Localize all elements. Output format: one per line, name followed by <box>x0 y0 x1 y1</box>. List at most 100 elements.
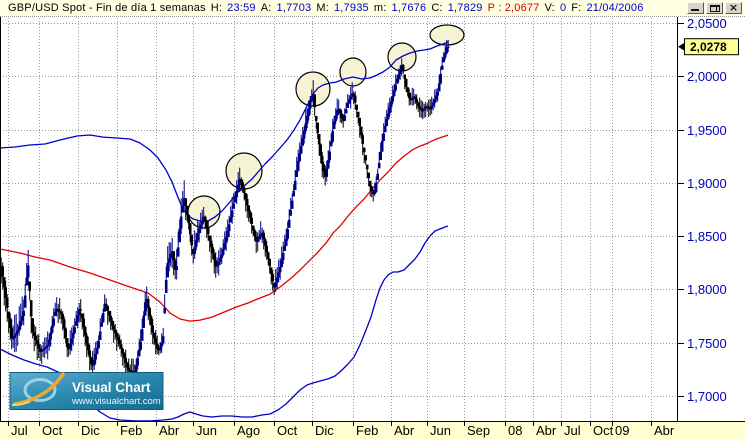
price-bar-body <box>173 260 177 270</box>
price-bar-body <box>227 224 231 232</box>
price-bar-body <box>350 93 354 97</box>
price-bar-body <box>2 277 6 288</box>
price-bar-body <box>355 104 358 110</box>
minimize-button[interactable] <box>687 2 704 14</box>
price-bar-body <box>401 64 405 71</box>
price-bar-body <box>22 311 25 316</box>
restore-button[interactable] <box>706 2 723 14</box>
price-bar-body <box>28 281 31 291</box>
price-bar-body <box>289 210 292 216</box>
price-bar-body <box>155 343 159 349</box>
price-bar-body <box>316 122 319 134</box>
close-button[interactable]: × <box>725 2 742 14</box>
price-bar-body <box>49 332 52 340</box>
price-bar-body <box>190 234 193 246</box>
price-bar-body <box>358 117 361 127</box>
title-segment: M: <box>316 2 329 14</box>
price-bar-body <box>368 180 372 187</box>
price-bar-body <box>43 347 46 350</box>
price-bar-body <box>377 163 381 169</box>
price-bar-body <box>334 115 337 122</box>
price-bar-body <box>17 326 21 331</box>
price-bar-body <box>389 101 393 108</box>
price-bar-body <box>371 190 375 195</box>
price-bar-body <box>413 96 417 99</box>
price-bar-body <box>329 141 333 147</box>
price-bar-body <box>7 311 10 318</box>
price-bar-body <box>314 116 318 121</box>
price-bar-body <box>82 318 85 327</box>
price-bar-body <box>202 216 205 221</box>
price-bar-body <box>11 338 15 340</box>
indicator-lines-layer <box>0 41 449 421</box>
x-axis-label: Abr <box>394 423 415 438</box>
price-bar-body <box>310 96 313 102</box>
price-bar-body <box>388 107 391 114</box>
price-bar-body <box>277 272 280 278</box>
price-bar-body <box>445 46 448 54</box>
plot-background <box>0 17 677 421</box>
price-bar-body <box>311 93 315 97</box>
x-axis-label: Abr <box>159 423 180 438</box>
axes-layer: 2,0500 2,0000 1,9500 1,9000 1,8500 1,8000 1,75… <box>0 17 745 438</box>
price-bar-body <box>295 170 298 177</box>
price-tag-value: 2,0278 <box>690 40 727 54</box>
x-axis-label: Jun <box>430 423 451 438</box>
price-bar-body <box>236 185 240 192</box>
price-bar-body <box>367 172 370 179</box>
x-axis-label: Jul <box>564 423 581 438</box>
price-bar-body <box>239 179 243 183</box>
chart-titlebar[interactable]: GBP/USD Spot - Fin de día 1 semanas H: 23:… <box>0 0 745 17</box>
price-bar-body <box>101 313 105 323</box>
title-segment: 1,7703 <box>276 2 312 14</box>
price-bar-body <box>293 180 297 191</box>
chart-canvas[interactable]: Visual Chart www.visualchart.com 2,05002… <box>0 17 745 439</box>
price-bar-body <box>226 231 229 238</box>
price-bar-body <box>430 105 433 109</box>
price-bar-body <box>175 266 178 270</box>
price-bar-body <box>164 280 168 293</box>
price-bar-body <box>55 308 58 312</box>
price-bar-body <box>373 191 376 194</box>
title-segment: m: <box>373 2 387 14</box>
price-bar-body <box>241 182 244 188</box>
price-bar-body <box>20 316 24 321</box>
price-bar-body <box>182 198 186 206</box>
price-bar-body <box>70 338 73 344</box>
price-bar-body <box>352 93 355 96</box>
price-bar-body <box>148 307 151 317</box>
x-axis-label: Feb <box>120 423 142 438</box>
title-segment: 21/04/2006 <box>586 2 644 14</box>
price-bar-body <box>325 168 328 177</box>
price-tag-arrow-icon <box>678 42 685 51</box>
price-bar-body <box>184 198 187 206</box>
price-bar-body <box>5 297 9 308</box>
price-bar-body <box>10 328 13 338</box>
price-bar-body <box>379 151 382 160</box>
price-bar-body <box>299 146 303 154</box>
price-bar-body <box>128 370 132 372</box>
price-bar-body <box>0 266 3 270</box>
price-bar-body <box>199 224 202 229</box>
price-bar-body <box>341 118 345 122</box>
price-bar-body <box>304 123 307 131</box>
price-bar-body <box>398 69 402 74</box>
price-bar-body <box>308 101 312 109</box>
price-bar-body <box>167 258 171 263</box>
price-bar-body <box>268 258 271 267</box>
price-bar-body <box>328 151 331 160</box>
price-bar-body <box>274 282 277 288</box>
price-bar-body <box>1 266 4 277</box>
price-bar-body <box>400 64 403 70</box>
price-bar-body <box>85 335 88 344</box>
price-bar-body <box>344 109 348 114</box>
price-bar-body <box>419 108 423 111</box>
price-bar-body <box>391 95 394 102</box>
price-bar-body <box>16 330 19 333</box>
price-bar-body <box>214 260 217 267</box>
price-bar-body <box>103 303 106 312</box>
x-axis-label: Oct <box>42 423 63 438</box>
title-segment: F: <box>571 2 582 14</box>
price-bar-body <box>181 206 184 213</box>
